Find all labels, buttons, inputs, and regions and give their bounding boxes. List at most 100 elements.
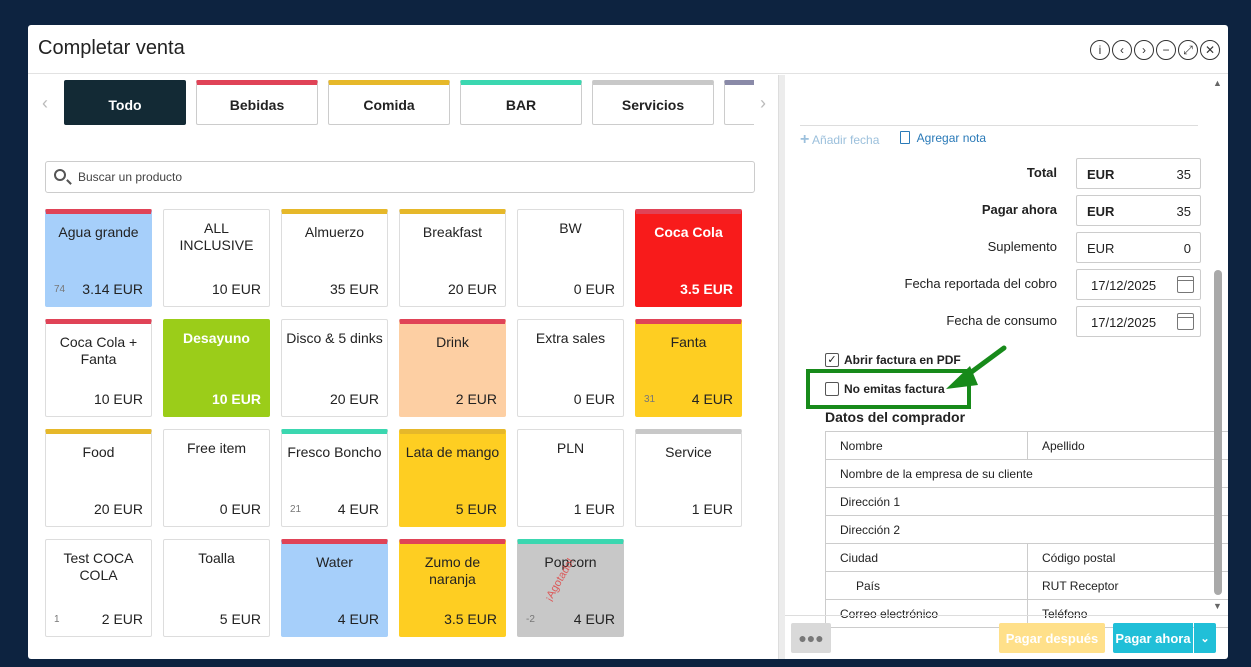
scroll-down-icon[interactable]: ▼ [1213, 601, 1222, 611]
product-name: Disco & 5 dinks [286, 330, 383, 346]
minimize-icon[interactable]: − [1156, 40, 1176, 60]
panel-splitter[interactable] [778, 75, 785, 659]
company-field[interactable]: Nombre de la empresa de su cliente [825, 459, 1228, 488]
scrollbar-thumb[interactable] [1214, 270, 1222, 595]
product-price: 10 EUR [211, 281, 261, 297]
highlight-box [806, 369, 971, 409]
no-invoice-label: No emitas factura [844, 382, 945, 396]
product-stock: -2 [526, 614, 535, 625]
close-icon[interactable]: ✕ [1200, 40, 1220, 60]
product-name: ALL INCLUSIVE [179, 220, 254, 253]
city-field[interactable]: Ciudad [825, 543, 1028, 572]
tabs-scroll-left-icon[interactable]: ‹ [42, 93, 48, 113]
product-card[interactable]: Food 20 EUR [45, 429, 152, 527]
product-card[interactable]: PLN 1 EUR [517, 429, 624, 527]
buyer-section-title: Datos del comprador [825, 409, 966, 425]
product-card[interactable]: Free item 0 EUR [163, 429, 270, 527]
tab-servicios[interactable]: Servicios [592, 80, 714, 125]
calendar-icon[interactable] [1177, 313, 1194, 330]
customers-button[interactable]: ●●● [791, 623, 831, 653]
product-card[interactable]: ALL INCLUSIVE 10 EUR [163, 209, 270, 307]
pay-later-button[interactable]: Pagar después [999, 623, 1105, 653]
product-card[interactable]: Popcorn -2 4 EUR ¡Agotado! [517, 539, 624, 637]
search-input[interactable] [78, 168, 738, 186]
product-card[interactable]: Breakfast 20 EUR [399, 209, 506, 307]
product-price: 20 EUR [93, 501, 143, 517]
total-value: 35 [1176, 167, 1191, 182]
product-card[interactable]: Zumo de naranja 3.5 EUR [399, 539, 506, 637]
reported-date-value: 17/12/2025 [1091, 278, 1157, 293]
product-price: 35 EUR [329, 281, 379, 297]
product-card[interactable]: Agua grande 74 3.14 EUR [45, 209, 152, 307]
tab-bebidas[interactable]: Bebidas [196, 80, 318, 125]
add-date-link[interactable]: + Añadir fecha [800, 131, 880, 148]
last-name-field[interactable]: Apellido [1027, 431, 1228, 460]
pay-now-field[interactable]: EUR 35 [1076, 195, 1201, 226]
pay-now-button[interactable]: Pagar ahora [1113, 623, 1193, 653]
info-icon[interactable]: i [1090, 40, 1110, 60]
table-row: País RUT Receptor [825, 571, 1228, 600]
product-card[interactable]: Desayuno 10 EUR [163, 319, 270, 417]
product-name: Fanta [670, 334, 707, 350]
open-pdf-checkbox[interactable]: ✓ [825, 353, 839, 367]
window-controls: i ‹ › − ⤢ ✕ [1090, 40, 1220, 60]
product-card[interactable]: Drink 2 EUR [399, 319, 506, 417]
product-card[interactable]: Service 1 EUR [635, 429, 742, 527]
product-price: 5 EUR [455, 501, 497, 517]
tab-todo[interactable]: Todo [64, 80, 186, 125]
category-tabs: Todo Bebidas Comida BAR Servicios [64, 80, 754, 126]
supplement-field[interactable]: EUR 0 [1076, 232, 1201, 263]
scroll-up-icon[interactable]: ▲ [1213, 78, 1222, 88]
product-price: 3.5 EUR [680, 281, 733, 297]
product-price: 10 EUR [93, 391, 143, 407]
product-card[interactable]: BW 0 EUR [517, 209, 624, 307]
rut-field[interactable]: RUT Receptor [1027, 571, 1228, 600]
postal-code-field[interactable]: Código postal [1027, 543, 1228, 572]
calendar-icon[interactable] [1177, 276, 1194, 293]
product-price: 4 EUR [337, 501, 379, 517]
product-card[interactable]: Toalla 5 EUR [163, 539, 270, 637]
table-row: Nombre Apellido [825, 431, 1228, 460]
tab-comida[interactable]: Comida [328, 80, 450, 125]
product-card[interactable]: Test COCA COLA 1 2 EUR [45, 539, 152, 637]
consumption-date-label: Fecha de consumo [946, 313, 1057, 328]
product-price: 1 EUR [573, 501, 615, 517]
tab-more[interactable] [724, 80, 754, 125]
payment-panel: + Añadir fecha Agregar nota Total EUR 35… [785, 75, 1228, 659]
address1-field[interactable]: Dirección 1 [825, 487, 1228, 516]
product-price: 4 EUR [337, 611, 379, 627]
product-card[interactable]: Disco & 5 dinks 20 EUR [281, 319, 388, 417]
product-card[interactable]: Extra sales 0 EUR [517, 319, 624, 417]
product-price: 1 EUR [691, 501, 733, 517]
tab-bar[interactable]: BAR [460, 80, 582, 125]
tabs-scroll-right-icon[interactable]: › [760, 93, 766, 113]
maximize-icon[interactable]: ⤢ [1178, 40, 1198, 60]
add-note-link[interactable]: Agregar nota [900, 131, 986, 145]
consumption-date-field[interactable]: 17/12/2025 [1076, 306, 1201, 337]
product-card[interactable]: Water 4 EUR [281, 539, 388, 637]
pay-now-label: Pagar ahora [981, 202, 1057, 217]
reported-date-field[interactable]: 17/12/2025 [1076, 269, 1201, 300]
product-name: Service [665, 444, 712, 460]
product-search [45, 161, 755, 193]
modal-header: Completar venta i ‹ › − ⤢ ✕ [28, 25, 1228, 74]
email-field[interactable]: Correo electrónico [825, 599, 1028, 628]
arrow-annotation-icon [946, 345, 1007, 389]
product-card[interactable]: Coca Cola 3.5 EUR [635, 209, 742, 307]
product-card[interactable]: Coca Cola + Fanta 10 EUR [45, 319, 152, 417]
next-icon[interactable]: › [1134, 40, 1154, 60]
product-card[interactable]: Fanta 31 4 EUR [635, 319, 742, 417]
separator [800, 125, 1198, 126]
product-card[interactable]: Lata de mango 5 EUR [399, 429, 506, 527]
first-name-field[interactable]: Nombre [825, 431, 1028, 460]
product-name: Free item [186, 440, 247, 456]
product-card[interactable]: Almuerzo 35 EUR [281, 209, 388, 307]
complete-sale-modal: Completar venta i ‹ › − ⤢ ✕ ‹ › Todo Beb… [28, 25, 1228, 659]
pay-now-dropdown-button[interactable]: ⌄ [1194, 623, 1216, 653]
product-card[interactable]: Fresco Boncho 21 4 EUR [281, 429, 388, 527]
previous-icon[interactable]: ‹ [1112, 40, 1132, 60]
address2-field[interactable]: Dirección 2 [825, 515, 1228, 544]
product-name: Popcorn [544, 554, 597, 570]
country-select[interactable]: País [825, 571, 1028, 600]
no-invoice-checkbox[interactable] [825, 382, 839, 396]
